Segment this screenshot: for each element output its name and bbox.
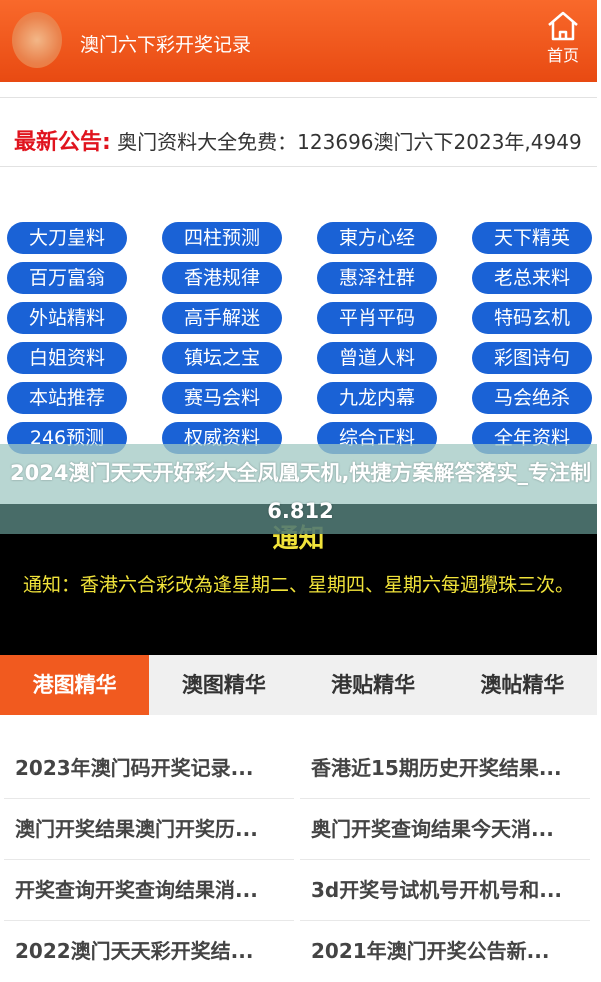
tab-aotie[interactable]: 澳帖精华 xyxy=(480,673,565,697)
category-button[interactable]: 九龙内幕 xyxy=(317,382,437,414)
list-item[interactable]: 3d开奖号试机号开机号和... xyxy=(300,860,590,921)
category-button[interactable]: 天下精英 xyxy=(472,222,592,254)
category-button[interactable]: 高手解迷 xyxy=(162,302,282,334)
category-button[interactable]: 惠泽社群 xyxy=(317,262,437,294)
category-button[interactable]: 平肖平码 xyxy=(317,302,437,334)
home-icon xyxy=(548,11,578,41)
announcement[interactable]: 最新公告: 奥门资料大全免费：123696澳门六下2023年,4949 xyxy=(14,124,582,156)
list-item[interactable]: 2021年澳门开奖公告新... xyxy=(311,939,550,963)
category-button[interactable]: 香港规律 xyxy=(162,262,282,294)
list-item[interactable]: 奥门开奖查询结果今天消... xyxy=(300,799,590,860)
category-button[interactable]: 镇坛之宝 xyxy=(162,342,282,374)
site-title: 澳门六下彩开奖记录 xyxy=(80,34,252,56)
category-button[interactable]: 外站精料 xyxy=(7,302,127,334)
overlay-title: 2024澳门天天开好彩大全凤凰天机,快捷方案解答落实_专注制6.812 xyxy=(10,461,591,523)
list-item[interactable]: 香港近15期历史开奖结果... xyxy=(300,738,590,799)
logo xyxy=(12,12,62,68)
header: 澳门六下彩开奖记录 首页 xyxy=(0,0,597,82)
category-button[interactable]: 曾道人料 xyxy=(317,342,437,374)
category-button[interactable]: 老总来料 xyxy=(472,262,592,294)
category-button[interactable]: 赛马会料 xyxy=(162,382,282,414)
home-button[interactable]: 首页 xyxy=(543,10,583,66)
category-button[interactable]: 百万富翁 xyxy=(7,262,127,294)
notice-text: 通知：香港六合彩改為逢星期二、星期四、星期六每週攪珠三次。 xyxy=(22,574,574,596)
category-button[interactable]: 白姐资料 xyxy=(7,342,127,374)
home-label: 首页 xyxy=(546,46,579,65)
tab-gangtie[interactable]: 港贴精华 xyxy=(331,673,416,697)
category-button[interactable]: 本站推荐 xyxy=(7,382,127,414)
announcement-label: 最新公告: xyxy=(14,130,111,155)
list-item[interactable]: 2023年澳门码开奖记录... xyxy=(4,738,294,799)
category-button[interactable]: 大刀皇料 xyxy=(7,222,127,254)
category-button[interactable]: 马会绝杀 xyxy=(472,382,592,414)
category-grid: for(let i=0;i<24;i++)document.write('<di… xyxy=(7,222,592,454)
overlay-banner xyxy=(0,444,597,504)
category-button[interactable]: 特码玄机 xyxy=(472,302,592,334)
article-list: for(let i=0;i<8;i++)document.write('<div… xyxy=(4,738,590,982)
list-item[interactable]: 2022澳门天天彩开奖结... xyxy=(15,939,254,963)
category-button[interactable]: 東方心经 xyxy=(317,222,437,254)
tab-aotu[interactable]: 澳图精华 xyxy=(181,673,266,697)
list-item[interactable]: 开奖查询开奖查询结果消... xyxy=(4,860,294,921)
category-button[interactable]: 彩图诗句 xyxy=(472,342,592,374)
announcement-text: 奥门资料大全免费：123696澳门六下2023年,4949 xyxy=(117,130,582,154)
list-item[interactable]: 澳门开奖结果澳门开奖历... xyxy=(4,799,294,860)
category-button[interactable]: 四柱预测 xyxy=(162,222,282,254)
divider xyxy=(0,97,597,98)
tab-gangtu[interactable]: 港图精华 xyxy=(0,655,150,715)
tab-bar: 港图精华 澳图精华 港贴精华 澳帖精华 xyxy=(0,655,597,715)
overlay-banner-lower xyxy=(0,504,597,534)
divider xyxy=(0,166,597,167)
